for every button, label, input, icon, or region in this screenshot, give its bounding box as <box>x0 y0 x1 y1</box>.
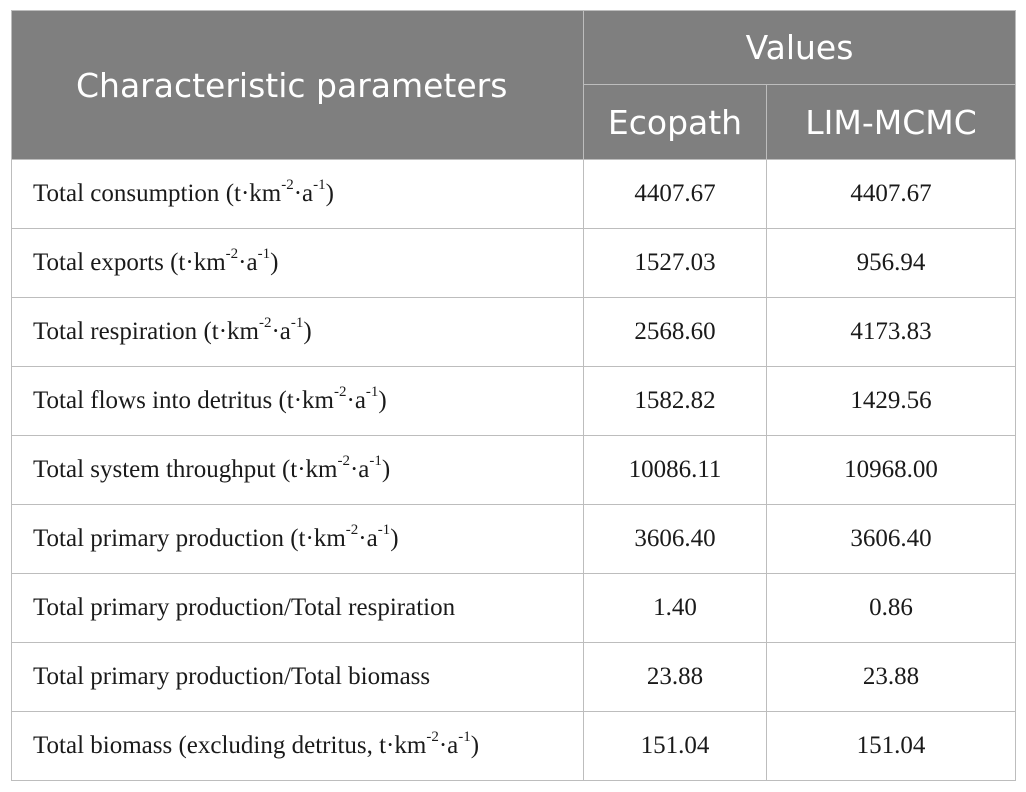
row-label: Total primary production/Total biomass <box>11 642 584 712</box>
lim-mcmc-value: 1429.56 <box>765 366 1017 436</box>
table-row: Total biomass (excluding detritus, t·km-… <box>11 711 1017 781</box>
row-label-text: Total primary production/Total biomass <box>33 663 431 690</box>
table-row: Total respiration (t·km-2·a-1) 2568.60 4… <box>11 297 1017 367</box>
lim-mcmc-value: 3606.40 <box>765 504 1017 574</box>
row-label-text: Total primary production <box>33 525 284 552</box>
lim-mcmc-value: 0.86 <box>765 573 1017 643</box>
row-label: Total biomass (excluding detritus, t·km-… <box>11 711 584 781</box>
table-row: Total consumption (t·km-2·a-1) 4407.67 4… <box>11 159 1017 229</box>
table-row: Total primary production/Total biomass 2… <box>11 642 1017 712</box>
parameters-table: Characteristic parameters Values Ecopath… <box>11 10 1017 781</box>
ecopath-value: 3606.40 <box>583 504 767 574</box>
ecopath-value: 1.40 <box>583 573 767 643</box>
row-label: Total flows into detritus (t·km-2·a-1) <box>11 366 584 436</box>
ecopath-value: 151.04 <box>583 711 767 781</box>
ecopath-value: 2568.60 <box>583 297 767 367</box>
ecopath-value: 23.88 <box>583 642 767 712</box>
row-label: Total respiration (t·km-2·a-1) <box>11 297 584 367</box>
table-row: Total primary production (t·km-2·a-1) 36… <box>11 504 1017 574</box>
row-label: Total consumption (t·km-2·a-1) <box>11 159 584 229</box>
unit-text: (t·km-2·a-1) <box>281 452 391 483</box>
row-label-text: Total system throughput <box>33 456 276 483</box>
row-label: Total system throughput (t·km-2·a-1) <box>11 435 584 505</box>
table-row: Total exports (t·km-2·a-1) 1527.03 956.9… <box>11 228 1017 298</box>
row-label-text: Total primary production/Total respirati… <box>33 594 456 621</box>
row-label-text: Total consumption <box>33 180 220 207</box>
ecopath-value: 1527.03 <box>583 228 767 298</box>
lim-mcmc-value: 10968.00 <box>765 435 1017 505</box>
unit-text: (t·km-2·a-1) <box>278 383 387 414</box>
unit-text: (t·km-2·a-1) <box>290 521 399 552</box>
row-label: Total primary production (t·km-2·a-1) <box>11 504 584 574</box>
table-row: Total flows into detritus (t·km-2·a-1) 1… <box>11 366 1017 436</box>
lim-mcmc-value: 151.04 <box>765 711 1017 781</box>
unit-text: (t·km-2·a-1) <box>203 314 312 345</box>
row-label: Total exports (t·km-2·a-1) <box>11 228 584 298</box>
unit-text: (t·km-2·a-1) <box>225 176 334 207</box>
lim-mcmc-value: 4173.83 <box>765 297 1017 367</box>
row-label-text: Total biomass <box>33 732 173 759</box>
unit-text: (t·km-2·a-1) <box>170 245 279 276</box>
unit-text: (excluding detritus, t·km-2·a-1) <box>178 728 480 759</box>
row-label-text: Total respiration <box>33 318 198 345</box>
table-header: Characteristic parameters Values Ecopath… <box>11 10 1017 160</box>
ecopath-value: 1582.82 <box>583 366 767 436</box>
lim-mcmc-value: 23.88 <box>765 642 1017 712</box>
table-row: Total system throughput (t·km-2·a-1) 100… <box>11 435 1017 505</box>
row-label-text: Total exports <box>33 249 164 276</box>
header-lim-mcmc: LIM-MCMC <box>765 84 1017 160</box>
header-values: Values <box>582 10 1017 85</box>
lim-mcmc-value: 4407.67 <box>765 159 1017 229</box>
row-label-text: Total flows into detritus <box>33 387 273 414</box>
row-label: Total primary production/Total respirati… <box>11 573 584 643</box>
table-body: Total consumption (t·km-2·a-1) 4407.67 4… <box>11 159 1017 781</box>
header-characteristic-parameters: Characteristic parameters <box>11 10 584 160</box>
ecopath-value: 10086.11 <box>583 435 767 505</box>
table-row: Total primary production/Total respirati… <box>11 573 1017 643</box>
lim-mcmc-value: 956.94 <box>765 228 1017 298</box>
ecopath-value: 4407.67 <box>583 159 767 229</box>
header-ecopath: Ecopath <box>583 84 767 160</box>
